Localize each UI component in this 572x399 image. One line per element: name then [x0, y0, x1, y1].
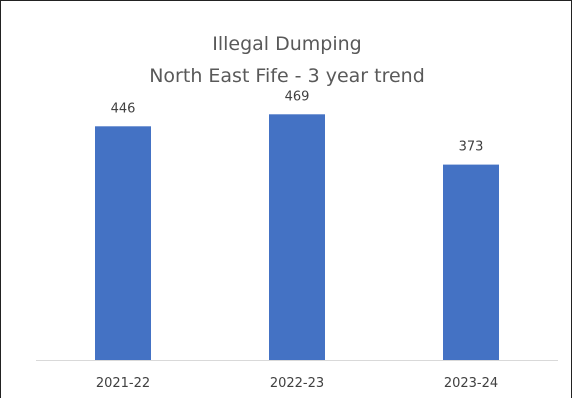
- data-label-2021-22: 446: [111, 101, 136, 116]
- plot-area: 446 2021-22 469 2022-23 373 2023-24: [36, 89, 558, 391]
- x-tick-label-2021-22: 2021-22: [96, 376, 150, 391]
- data-label-2022-23: 469: [285, 89, 310, 104]
- chart-title: Illegal Dumping: [212, 33, 362, 55]
- data-label-2023-24: 373: [459, 140, 484, 155]
- bar-2022-23: [269, 114, 325, 360]
- x-tick-label-2022-23: 2022-23: [270, 376, 324, 391]
- x-tick-label-2023-24: 2023-24: [444, 376, 498, 391]
- chart-subtitle: North East Fife - 3 year trend: [149, 65, 425, 87]
- bar-2021-22: [95, 126, 151, 360]
- bar-2023-24: [443, 164, 499, 360]
